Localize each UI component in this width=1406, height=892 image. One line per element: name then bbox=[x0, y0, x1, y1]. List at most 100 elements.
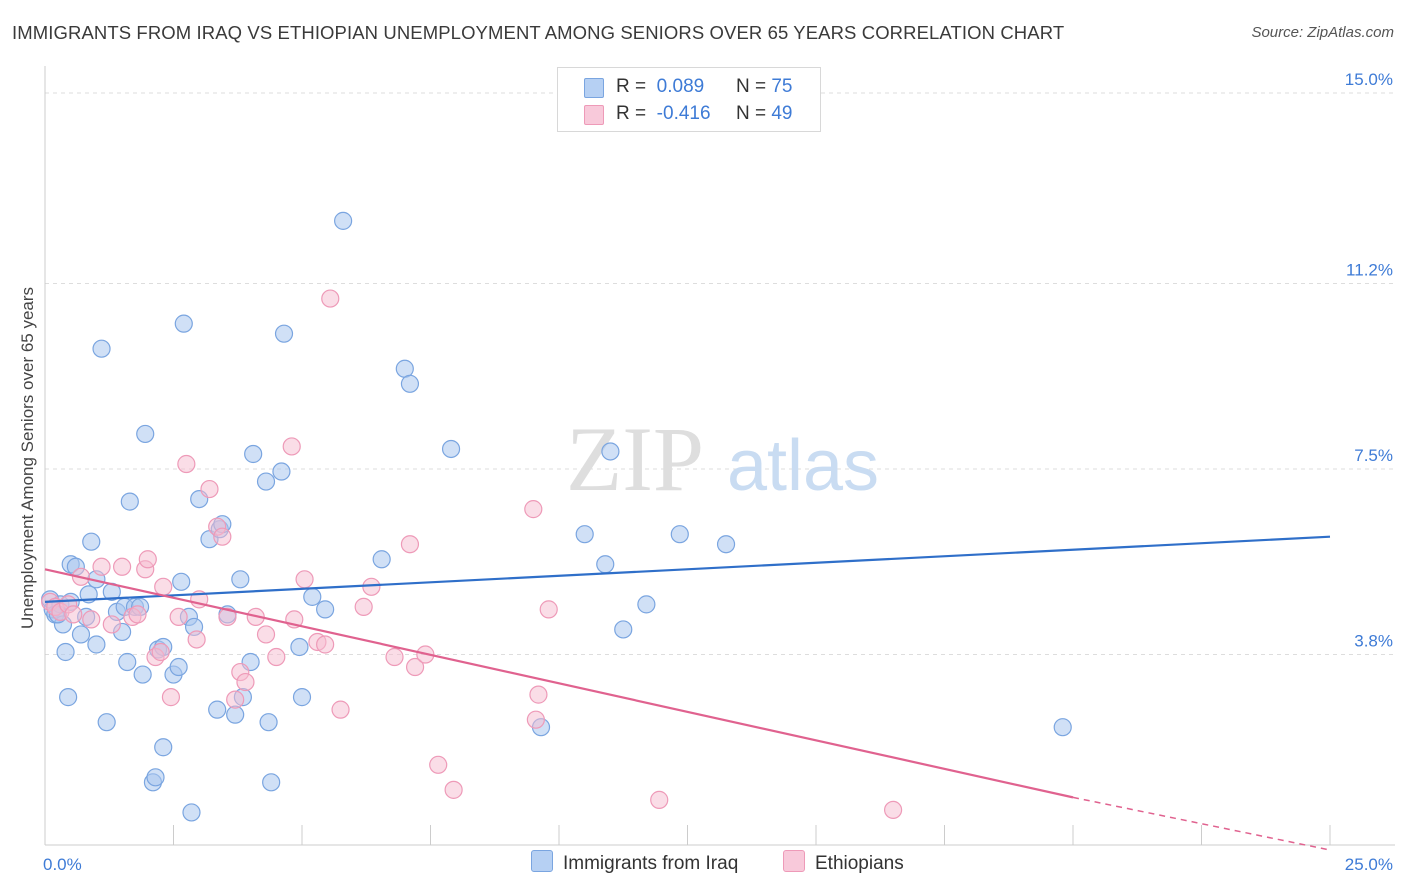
iraq-point bbox=[372, 550, 391, 569]
iraq-point bbox=[118, 652, 137, 672]
iraq-n-value: 75 bbox=[771, 76, 793, 97]
ethiopians-point bbox=[64, 605, 83, 624]
iraq-point bbox=[120, 492, 139, 511]
ethiopians-point bbox=[92, 557, 111, 576]
ethiopians-point bbox=[526, 710, 545, 729]
iraq-point bbox=[259, 713, 278, 732]
n-label: N = bbox=[735, 76, 767, 97]
ethiopians-point bbox=[295, 570, 314, 589]
iraq-point bbox=[274, 324, 294, 343]
iraq-point bbox=[303, 587, 322, 606]
iraq-trend-line bbox=[44, 535, 1331, 603]
ethiopians-point bbox=[267, 647, 286, 667]
ethiopians-point bbox=[236, 672, 255, 692]
x-tick-label: 0.0% bbox=[43, 855, 82, 874]
axes bbox=[44, 66, 1395, 846]
ethiopians-point bbox=[650, 790, 669, 809]
gridlines bbox=[45, 92, 1395, 656]
iraq-point bbox=[272, 462, 291, 481]
ethiopians-point bbox=[354, 597, 373, 616]
iraq-point bbox=[146, 768, 165, 787]
ethiopians-point bbox=[138, 550, 157, 569]
iraq-point bbox=[82, 532, 101, 551]
iraq-point bbox=[59, 688, 78, 707]
iraq-point bbox=[316, 600, 335, 619]
iraq-point bbox=[334, 211, 353, 230]
ethiopians-point bbox=[151, 642, 170, 662]
legend-item-ethiopians: Ethiopians bbox=[783, 850, 904, 875]
ethiopians-point bbox=[282, 437, 301, 456]
iraq-point bbox=[231, 570, 250, 589]
ethiopians-point bbox=[316, 635, 335, 654]
ethiopians-point bbox=[321, 289, 340, 308]
ethiopians-point bbox=[405, 657, 425, 677]
iraq-point bbox=[56, 642, 75, 662]
eth-r-value: -0.416 bbox=[656, 103, 711, 124]
ethiopians-point bbox=[154, 577, 173, 596]
ethiopians-point bbox=[539, 600, 558, 619]
ethiopians-point bbox=[524, 500, 543, 519]
iraq-point bbox=[395, 359, 414, 378]
ethiopians-point bbox=[883, 800, 903, 820]
iraq-point bbox=[208, 700, 227, 719]
legend-swatch-iraq bbox=[531, 850, 553, 872]
iraq-point bbox=[154, 738, 173, 757]
iraq-point bbox=[136, 424, 155, 444]
iraq-r-value: 0.089 bbox=[656, 76, 705, 97]
ethiopians-point bbox=[444, 780, 463, 799]
ethiopians-point bbox=[187, 630, 206, 649]
iraq-point bbox=[596, 555, 615, 574]
ethiopians-point bbox=[169, 607, 188, 627]
iraq-point bbox=[637, 595, 656, 614]
iraq-point bbox=[174, 314, 193, 333]
iraq-point bbox=[244, 444, 263, 464]
ethiopians-point bbox=[429, 755, 448, 774]
ethiopians-point bbox=[256, 625, 276, 644]
legend-item-iraq: Immigrants from Iraq bbox=[531, 850, 738, 875]
series-ethiopians bbox=[41, 289, 903, 820]
iraq-point bbox=[1053, 718, 1072, 737]
watermark: ZIP atlas bbox=[566, 408, 879, 510]
tick-labels: 3.8% 7.5% 11.2% 15.0% 0.0% 25.0% bbox=[43, 70, 1393, 874]
r-label: R = bbox=[616, 76, 647, 97]
ethiopians-point bbox=[218, 607, 237, 627]
watermark-zip: ZIP bbox=[566, 408, 704, 510]
iraq-point bbox=[169, 657, 188, 677]
iraq-point bbox=[670, 525, 689, 544]
ethiopians-point bbox=[400, 535, 420, 554]
iraq-point bbox=[716, 535, 736, 554]
legend-label-ethiopians: Ethiopians bbox=[815, 853, 904, 874]
y-tick-label: 11.2% bbox=[1346, 261, 1393, 280]
legend-swatch-ethiopians bbox=[783, 850, 805, 872]
iraq-point bbox=[92, 339, 111, 358]
iraq-point bbox=[133, 665, 152, 684]
iraq-point bbox=[262, 773, 281, 792]
ethiopians-point bbox=[213, 527, 232, 546]
iraq-point bbox=[400, 374, 420, 393]
iraq-point bbox=[97, 713, 116, 732]
legend-swatch-iraq bbox=[584, 78, 604, 98]
watermark-atlas: atlas bbox=[727, 426, 879, 506]
chart-title: IMMIGRANTS FROM IRAQ VS ETHIOPIAN UNEMPL… bbox=[12, 22, 1065, 43]
ethiopians-point bbox=[128, 605, 147, 624]
ethiopians-point bbox=[102, 615, 121, 634]
y-tick-label: 7.5% bbox=[1354, 446, 1393, 465]
iraq-point bbox=[71, 625, 91, 644]
iraq-point bbox=[575, 525, 594, 544]
y-tick-label: 15.0% bbox=[1345, 70, 1393, 89]
iraq-point bbox=[441, 439, 461, 459]
iraq-point bbox=[172, 572, 191, 591]
iraq-point bbox=[601, 442, 620, 461]
ethiopians-point bbox=[161, 688, 181, 707]
ethiopians-point bbox=[362, 577, 381, 596]
ethiopians-point bbox=[177, 454, 196, 474]
x-tick-label: 25.0% bbox=[1345, 855, 1393, 874]
ethiopians-point bbox=[385, 647, 404, 667]
iraq-point bbox=[182, 803, 201, 822]
correlation-legend: R = 0.089 N = 75 R = -0.416 N = 49 bbox=[557, 67, 821, 132]
eth-n-value: 49 bbox=[771, 103, 793, 124]
y-tick-label: 3.8% bbox=[1354, 632, 1393, 651]
ethiopians-point bbox=[82, 610, 101, 629]
iraq-point bbox=[87, 635, 106, 654]
